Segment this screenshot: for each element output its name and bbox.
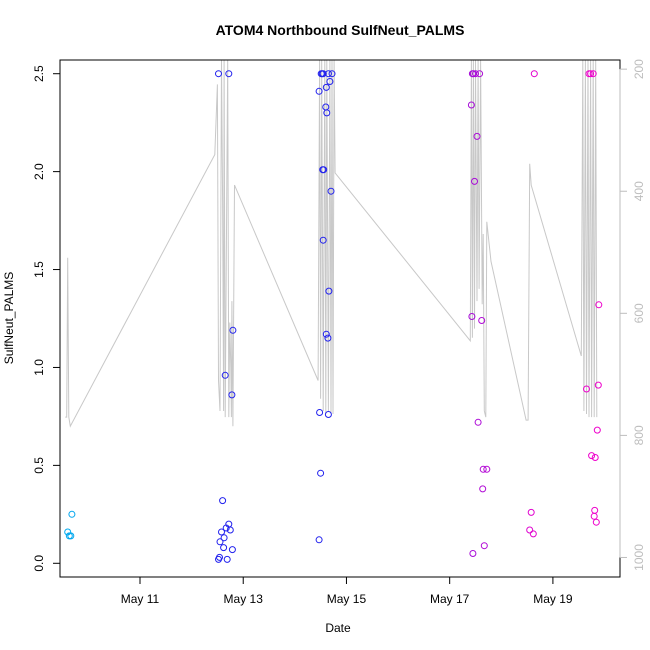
data-point <box>221 371 229 379</box>
data-point <box>591 506 599 514</box>
data-point <box>328 70 336 78</box>
data-point <box>483 465 491 473</box>
data-point <box>478 317 486 324</box>
data-point <box>226 526 234 534</box>
data-point <box>219 497 227 505</box>
data-point <box>595 301 603 309</box>
data-point <box>589 70 597 78</box>
data-point <box>469 550 477 557</box>
data-point <box>320 166 328 174</box>
data-point <box>319 70 327 78</box>
x-tick-label: May 11 <box>121 592 160 606</box>
data-point <box>529 530 537 538</box>
x-axis-label: Date <box>325 621 351 635</box>
data-point <box>220 544 228 552</box>
data-point <box>220 534 228 542</box>
data-point <box>325 287 333 295</box>
data-point <box>327 187 335 195</box>
altitude-line <box>65 60 598 428</box>
data-point <box>468 313 476 320</box>
y2-tick-label: 1000 <box>632 544 646 571</box>
data-point <box>223 555 231 563</box>
data-point <box>467 101 475 109</box>
y2-tick-label: 800 <box>632 425 646 445</box>
data-point <box>473 132 481 140</box>
data-point <box>216 538 224 546</box>
y-tick-label: 1.0 <box>32 359 46 376</box>
chart-title: ATOM4 Northbound SulfNeut_PALMS <box>216 22 465 38</box>
x-tick-label: May 13 <box>224 592 264 606</box>
data-point <box>322 330 330 338</box>
data-point <box>64 528 72 536</box>
x-axis: May 11 May 13 May 15 May 17 May 19 <box>121 576 573 606</box>
y-tick-label: 2.0 <box>32 163 46 180</box>
data-point <box>530 70 538 78</box>
data-point <box>479 465 487 473</box>
y2-tick-label: 400 <box>632 181 646 201</box>
data-point <box>324 334 332 342</box>
data-point <box>216 553 223 561</box>
y-tick-label: 0.0 <box>32 555 46 572</box>
data-point <box>479 485 487 493</box>
data-point <box>228 546 236 554</box>
data-point <box>583 385 590 393</box>
data-point <box>322 83 330 91</box>
data-point <box>590 512 598 520</box>
x-tick-label: May 15 <box>327 592 367 606</box>
plot-frame <box>59 59 621 578</box>
data-point <box>67 532 75 540</box>
x-tick-label: May 19 <box>533 592 573 606</box>
data-point <box>317 469 325 477</box>
data-point <box>476 70 484 78</box>
data-point <box>587 70 595 78</box>
data-point <box>228 391 236 399</box>
data-point <box>594 381 602 389</box>
data-point <box>472 70 479 78</box>
altitude-line-layer <box>65 60 598 428</box>
data-point <box>526 526 534 534</box>
data-point <box>527 508 535 516</box>
data-point <box>592 518 600 526</box>
y2-tick-label: 600 <box>632 303 646 323</box>
x-tick-label: May 17 <box>430 592 470 606</box>
right-altitude-axis: 200 400 600 800 1000 <box>619 59 646 571</box>
data-point <box>324 411 332 418</box>
y-axis: 0.0 0.5 1.0 1.5 2.0 2.5 <box>32 65 61 572</box>
y-axis-label: SulfNeut_PALMS <box>2 272 16 365</box>
data-point <box>319 236 327 244</box>
data-point <box>471 177 478 185</box>
y-tick-label: 2.5 <box>32 65 46 82</box>
y-tick-label: 0.5 <box>32 457 46 474</box>
data-point <box>593 426 601 434</box>
data-point <box>474 418 482 426</box>
y-tick-label: 1.5 <box>32 261 46 278</box>
data-point <box>215 70 222 78</box>
y2-tick-label: 200 <box>632 59 646 79</box>
data-points-layer <box>64 70 603 563</box>
data-point <box>480 542 488 550</box>
data-point <box>225 70 233 78</box>
data-point <box>315 87 323 95</box>
data-point <box>324 70 332 78</box>
data-point <box>316 409 324 416</box>
data-point <box>588 452 596 460</box>
data-point <box>218 528 225 536</box>
data-point <box>315 536 323 544</box>
data-point <box>68 510 76 518</box>
data-point <box>591 454 599 461</box>
data-point <box>229 326 237 334</box>
data-point <box>326 78 334 85</box>
data-point <box>323 109 331 117</box>
data-point <box>322 103 330 111</box>
